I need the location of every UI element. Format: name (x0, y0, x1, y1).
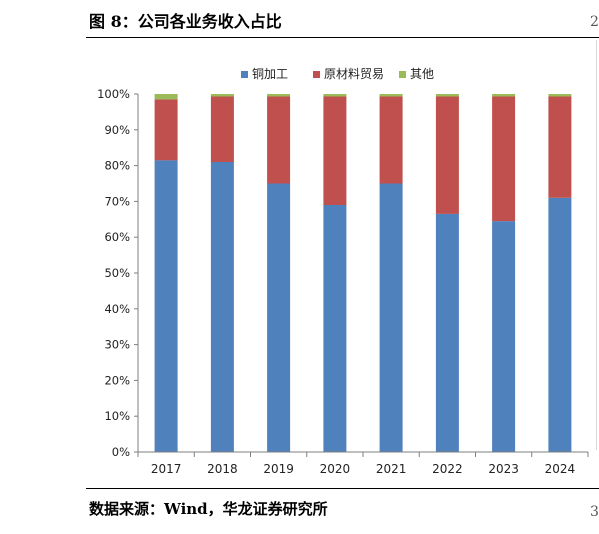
bar-segment (379, 183, 403, 452)
y-tick-label: 0% (112, 445, 130, 459)
bar-segment (323, 96, 347, 205)
y-tick-label: 70% (104, 194, 130, 208)
bar-segment (210, 162, 234, 452)
bar-group (154, 94, 572, 452)
bar-segment (267, 183, 291, 452)
bar-segment (210, 94, 234, 97)
legend-label: 原材料贸易 (324, 67, 384, 81)
x-tick-label: 2020 (320, 462, 351, 476)
chart-axes: 0% 10% 20% 30% 40% 50% 60% 70% 80% 90% 100% 2017 201… (97, 87, 589, 476)
bar-segment (267, 96, 291, 184)
y-tick-label: 10% (104, 409, 130, 423)
bar-segment (154, 94, 178, 100)
bar-segment (548, 197, 572, 452)
y-tick-label: 30% (104, 338, 130, 352)
bar-segment (379, 96, 403, 184)
figure-title: 图 8：公司各业务收入占比 (89, 12, 282, 31)
bar-segment (492, 94, 516, 97)
y-tick-label: 90% (104, 123, 130, 137)
bar-segment (210, 96, 234, 162)
legend-label: 铜加工 (252, 66, 288, 81)
edge-frame (596, 40, 597, 450)
top-rule (86, 37, 599, 38)
bar-segment (492, 96, 516, 222)
y-tick-label: 40% (104, 302, 130, 316)
x-tick-label: 2024 (545, 462, 576, 476)
bar-segment (435, 94, 459, 97)
legend-swatch (399, 71, 406, 78)
bar-segment (323, 94, 347, 97)
bar-segment (435, 213, 459, 452)
bottom-rule (86, 488, 599, 489)
legend-swatch (241, 71, 248, 78)
bar-segment (323, 205, 347, 452)
y-tick-label: 100% (97, 87, 130, 101)
x-tick-label: 2022 (432, 462, 463, 476)
bar-segment (267, 94, 291, 97)
bar-segment (492, 221, 516, 452)
bar-segment (154, 160, 178, 452)
chart-legend: 铜加工 原材料贸易 其他 (241, 66, 434, 81)
y-tick-label: 80% (104, 159, 130, 173)
x-tick-label: 2018 (207, 462, 238, 476)
x-tick-label: 2017 (151, 462, 182, 476)
bar-segment (548, 96, 572, 198)
data-source: 数据来源：Wind，华龙证券研究所 (89, 500, 328, 518)
y-tick-label: 20% (104, 373, 130, 387)
bar-segment (548, 94, 572, 97)
x-tick-label: 2019 (263, 462, 294, 476)
bar-segment (435, 96, 459, 214)
x-tick-label: 2023 (488, 462, 519, 476)
edge-char-top: 2 (590, 14, 599, 30)
y-tick-label: 60% (104, 230, 130, 244)
y-tick-label: 50% (104, 266, 130, 280)
x-tick-label: 2021 (376, 462, 407, 476)
edge-char-bottom: 3 (590, 504, 599, 520)
bar-segment (379, 94, 403, 97)
legend-swatch (313, 71, 320, 78)
bar-segment (154, 99, 178, 161)
legend-label: 其他 (410, 67, 434, 81)
